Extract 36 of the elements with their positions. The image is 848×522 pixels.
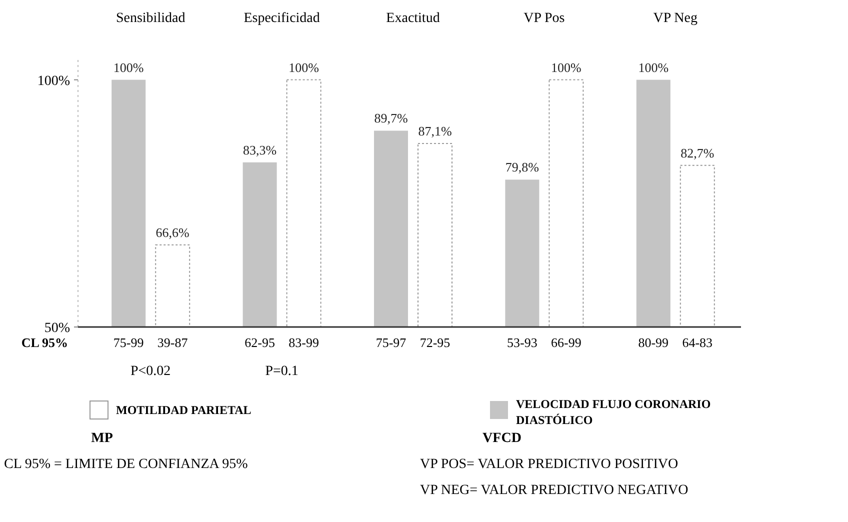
y-tick-label: 50%: [44, 321, 70, 336]
data-label: 66,6%: [156, 224, 190, 240]
x-tick-label: Exactitud: [386, 11, 440, 26]
x-tick-label: Sensibilidad: [116, 11, 186, 26]
data-label: 79,8%: [505, 160, 540, 175]
text: 80-99: [638, 335, 669, 350]
data-label: 89,7%: [374, 110, 408, 126]
text: 83-99: [288, 335, 319, 350]
legend-label: MOTILIDAD PARIETAL: [116, 403, 252, 417]
text: 75-99: [113, 335, 144, 350]
text: 72-95: [420, 335, 450, 350]
text: MP: [91, 431, 114, 446]
text: 62-95: [244, 335, 275, 350]
text: 64-83: [682, 335, 713, 350]
data-label: 87,1%: [418, 124, 452, 139]
text: 53-93: [507, 335, 538, 350]
text: CL 95%: [21, 335, 68, 350]
text: P=0.1: [265, 364, 298, 379]
legend-label: VELOCIDAD FLUJO CORONARIO DIASTÓLICO: [516, 397, 711, 427]
data-label: 100%: [551, 60, 582, 75]
data-label: 100%: [113, 60, 144, 75]
text: VP NEG= VALOR PREDICTIVO NEGATIVO: [420, 483, 688, 498]
text: VFCD: [482, 431, 522, 446]
x-tick-label: VP Pos: [524, 11, 565, 26]
text: 75-97: [376, 335, 407, 350]
text: VP POS= VALOR PREDICTIVO POSITIVO: [420, 457, 678, 472]
x-tick-label: Especificidad: [244, 11, 320, 26]
data-label: 82,7%: [680, 145, 714, 160]
x-tick-label: VP Neg: [653, 11, 698, 26]
text: 39-87: [157, 335, 188, 350]
text: P<0.02: [130, 364, 171, 379]
data-label: 100%: [638, 60, 669, 75]
text: CL 95% = LIMITE DE CONFIANZA 95%: [4, 457, 248, 472]
text: 66-99: [551, 335, 582, 350]
data-label: 100%: [288, 60, 320, 75]
data-label: 83,3%: [243, 142, 277, 158]
